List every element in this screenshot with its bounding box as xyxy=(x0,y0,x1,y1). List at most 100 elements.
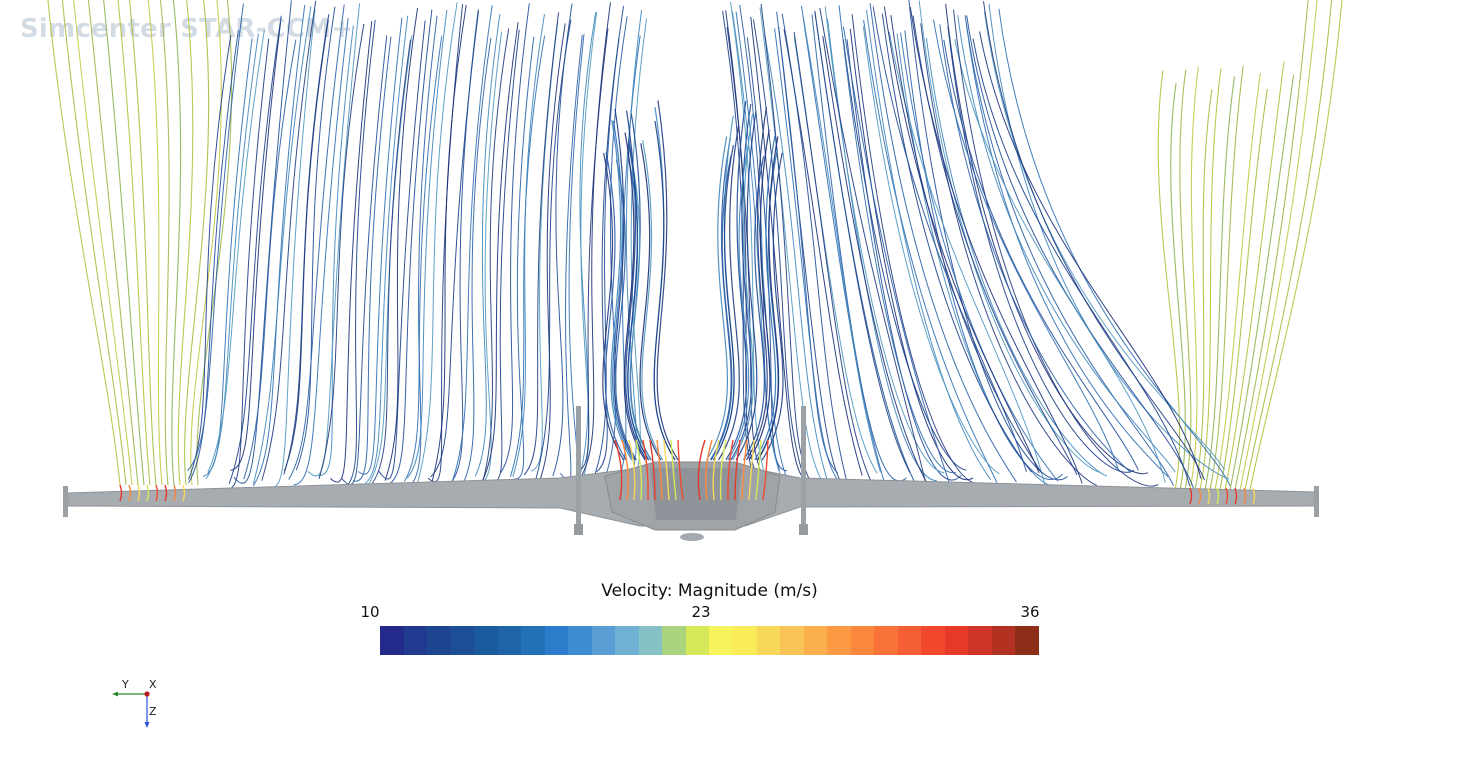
streamline xyxy=(774,28,843,486)
streamline xyxy=(625,9,643,486)
surface-streamline xyxy=(1252,487,1256,505)
surface-streamline xyxy=(1207,487,1211,505)
streamline xyxy=(1249,0,1343,491)
streamline xyxy=(718,125,740,461)
streamline xyxy=(793,31,874,486)
streamline xyxy=(842,26,952,489)
left-wingtip xyxy=(63,486,68,517)
streamlines-group xyxy=(47,0,1343,491)
streamline xyxy=(851,14,981,484)
scalar-bar-segment xyxy=(450,626,475,655)
streamline xyxy=(384,7,419,481)
streamline xyxy=(925,37,1108,477)
scene-viewport[interactable] xyxy=(0,0,1465,580)
streamline xyxy=(416,2,458,485)
scalar-bar-segment xyxy=(921,626,945,655)
left-fin-base xyxy=(574,524,583,535)
streamline xyxy=(920,23,1098,486)
scalar-bar-segment xyxy=(427,626,451,655)
axis-triad[interactable]: Y X Z xyxy=(108,676,168,736)
scalar-bar[interactable] xyxy=(380,626,1039,655)
streamline xyxy=(627,139,650,461)
streamline xyxy=(814,10,915,483)
streamline xyxy=(480,31,503,485)
surface-streamline xyxy=(670,439,677,501)
streamline xyxy=(1244,0,1333,491)
axis-triad-icon xyxy=(112,691,150,728)
scalar-bar-segment xyxy=(474,626,498,655)
streamline xyxy=(1214,73,1261,491)
streamline xyxy=(972,38,1191,487)
streamline xyxy=(613,108,636,461)
streamline xyxy=(87,0,139,486)
streamline xyxy=(783,29,863,476)
scalar-bar-segment xyxy=(591,626,616,655)
streamline xyxy=(368,35,413,485)
streamline xyxy=(802,16,881,473)
surface-streamline xyxy=(1234,487,1238,505)
streamline xyxy=(754,135,777,461)
streamline xyxy=(293,17,349,486)
scalar-bar-segment xyxy=(709,626,733,655)
scalar-bar-segment xyxy=(944,626,969,655)
streamline xyxy=(781,13,848,482)
streamline xyxy=(187,3,244,472)
streamline xyxy=(295,6,336,471)
streamline xyxy=(629,154,652,461)
surface-streamline xyxy=(755,439,762,501)
scalar-bar-segment xyxy=(732,626,757,655)
scalar-bar-segment xyxy=(685,626,710,655)
streamline xyxy=(184,0,210,486)
scalar-bar-segment xyxy=(874,626,898,655)
streamline xyxy=(288,4,345,480)
streamline xyxy=(1157,70,1181,491)
scalar-bar-segment xyxy=(1015,626,1039,655)
streamline xyxy=(748,129,771,461)
streamline xyxy=(908,0,1068,481)
streamline xyxy=(1194,89,1213,491)
streamline xyxy=(128,0,157,486)
streamline xyxy=(329,21,373,483)
left-fin xyxy=(576,406,581,534)
surface-streamline xyxy=(727,439,734,501)
surface-streamline xyxy=(1243,487,1247,505)
scalar-bar-segment xyxy=(380,626,404,655)
streamline xyxy=(1209,65,1244,491)
surface-streamline xyxy=(642,439,649,501)
streamline xyxy=(735,111,758,461)
streamline xyxy=(489,29,520,483)
streamline xyxy=(73,0,133,486)
streamline xyxy=(1204,76,1236,491)
streamline xyxy=(918,0,1101,474)
surface-streamline xyxy=(621,439,629,501)
streamline xyxy=(1229,74,1295,491)
scalar-bar-segment xyxy=(497,626,522,655)
scalar-bar-segment xyxy=(521,626,545,655)
streamline xyxy=(343,19,376,489)
streamline xyxy=(761,152,784,461)
streamline xyxy=(979,31,1202,479)
streamline xyxy=(725,10,760,483)
surface-streamline xyxy=(635,439,643,501)
surface-streamline xyxy=(649,439,656,501)
streamline xyxy=(283,19,329,472)
scalar-bar-min-label: 10 xyxy=(360,603,380,621)
triad-x-label: X xyxy=(149,678,157,691)
streamline xyxy=(604,152,627,461)
streamline xyxy=(1224,61,1285,491)
surface-streamline xyxy=(614,439,623,501)
right-wingtip xyxy=(1314,486,1319,517)
surface-streamline xyxy=(705,439,713,501)
streamline xyxy=(710,155,733,461)
streamline xyxy=(732,113,754,461)
scalar-bar-segment xyxy=(638,626,663,655)
surface-streamline xyxy=(155,484,159,502)
streamline xyxy=(450,9,479,483)
streamline xyxy=(593,5,625,477)
streamline xyxy=(228,15,282,484)
surface-streamline xyxy=(719,439,727,501)
scalar-bar-segment xyxy=(544,626,569,655)
streamline xyxy=(824,6,945,474)
streamline xyxy=(957,15,1176,473)
scalar-bar-segment xyxy=(403,626,428,655)
